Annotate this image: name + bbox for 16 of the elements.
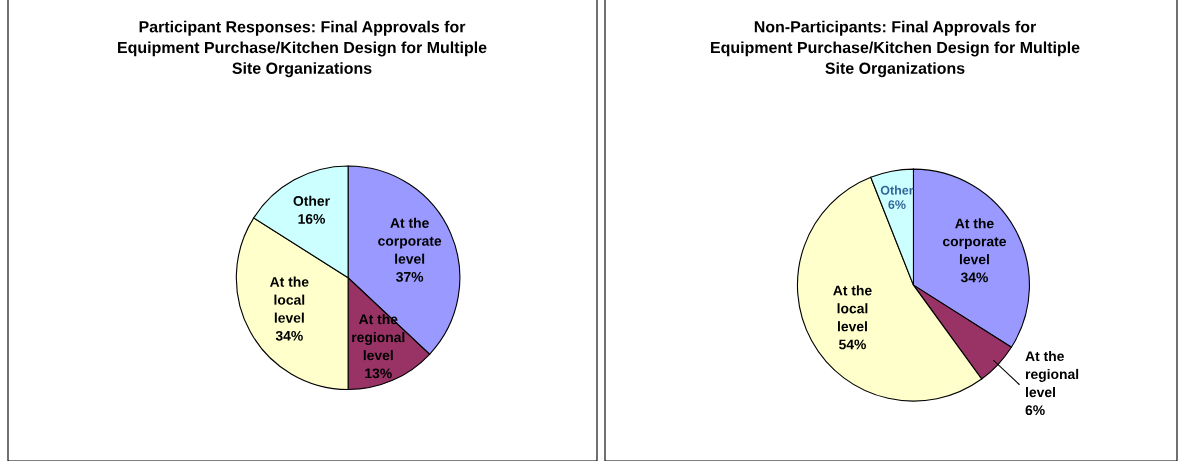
data-label: 54%: [839, 339, 867, 350]
data-label: 34%: [275, 330, 303, 341]
data-label: 34%: [960, 272, 988, 283]
slice-label: At the corporate level: [942, 218, 1006, 265]
slice-label: At the local level: [833, 285, 872, 332]
slice-label: At the regional level: [1025, 350, 1079, 398]
slice-label: At the corporate level: [378, 217, 442, 264]
data-label: 13%: [365, 368, 392, 379]
data-label: 6%: [888, 200, 906, 210]
slice-label: At the local level: [270, 276, 309, 323]
data-label: 6%: [1025, 405, 1045, 416]
slice-label: Other: [293, 195, 330, 206]
chart-title: Participant Responses: Final Approvals for Equipment Purchase/Kitchen Design for Multiple Site Organizations: [118, 20, 487, 78]
chart-title: Non-Participants: Final Approvals for Equipment Purchase/Kitchen Design for Multiple Site Organizations: [711, 20, 1080, 78]
data-label: 16%: [298, 214, 326, 224]
data-label: 37%: [396, 271, 424, 282]
